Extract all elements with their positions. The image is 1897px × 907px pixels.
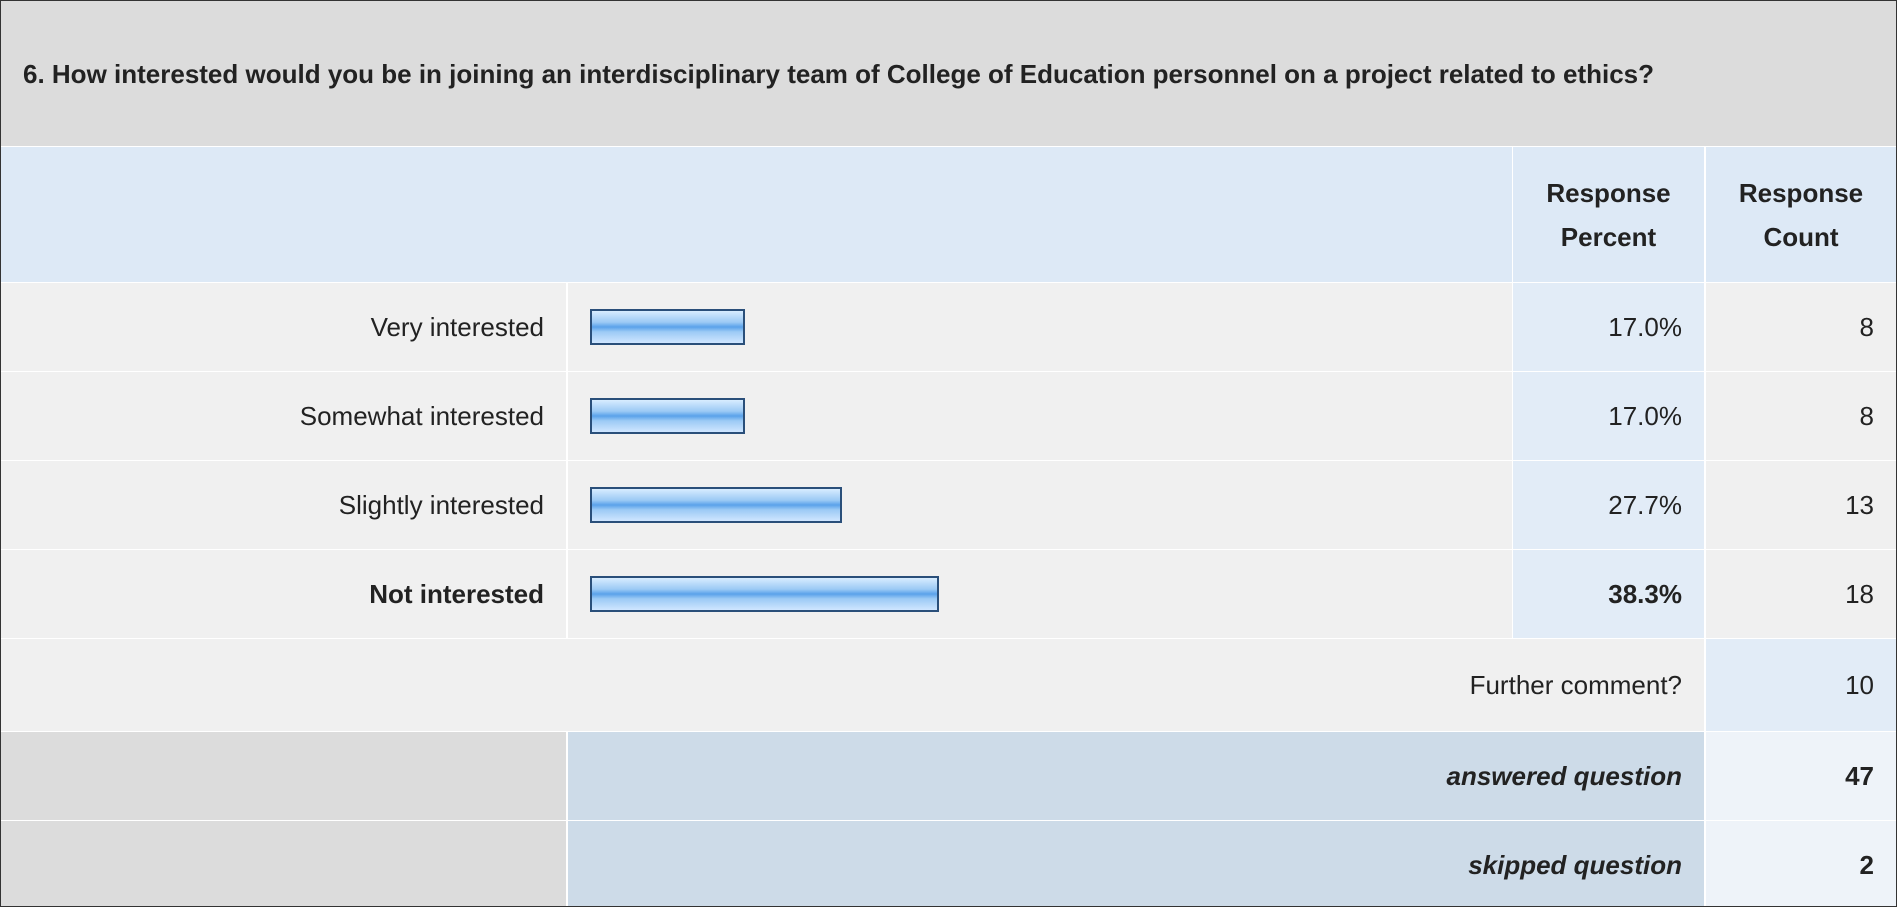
bar bbox=[590, 309, 745, 345]
comment-label: Further comment? bbox=[1, 639, 1704, 731]
row-label: Somewhat interested bbox=[1, 372, 566, 460]
row-percent: 17.0% bbox=[1513, 283, 1704, 371]
bar bbox=[590, 576, 939, 612]
comment-count: 10 bbox=[1706, 639, 1896, 731]
bar bbox=[590, 398, 745, 434]
header-count: Response Count bbox=[1706, 147, 1896, 282]
skipped-blank bbox=[1, 821, 566, 906]
row-label: Very interested bbox=[1, 283, 566, 371]
bar bbox=[590, 487, 843, 523]
row-percent: 27.7% bbox=[1513, 461, 1704, 549]
row-percent: 38.3% bbox=[1513, 550, 1704, 638]
question-title: 6. How interested would you be in joinin… bbox=[1, 1, 1896, 146]
row-count: 13 bbox=[1706, 461, 1896, 549]
skipped-count: 2 bbox=[1706, 821, 1896, 906]
row-label: Slightly interested bbox=[1, 461, 566, 549]
header-blank bbox=[1, 147, 1512, 282]
answered-label: answered question bbox=[568, 732, 1704, 820]
answered-blank bbox=[1, 732, 566, 820]
row-percent: 17.0% bbox=[1513, 372, 1704, 460]
header-percent: Response Percent bbox=[1513, 147, 1704, 282]
answered-count: 47 bbox=[1706, 732, 1896, 820]
row-count: 18 bbox=[1706, 550, 1896, 638]
row-label: Not interested bbox=[1, 550, 566, 638]
row-count: 8 bbox=[1706, 372, 1896, 460]
skipped-label: skipped question bbox=[568, 821, 1704, 906]
row-count: 8 bbox=[1706, 283, 1896, 371]
